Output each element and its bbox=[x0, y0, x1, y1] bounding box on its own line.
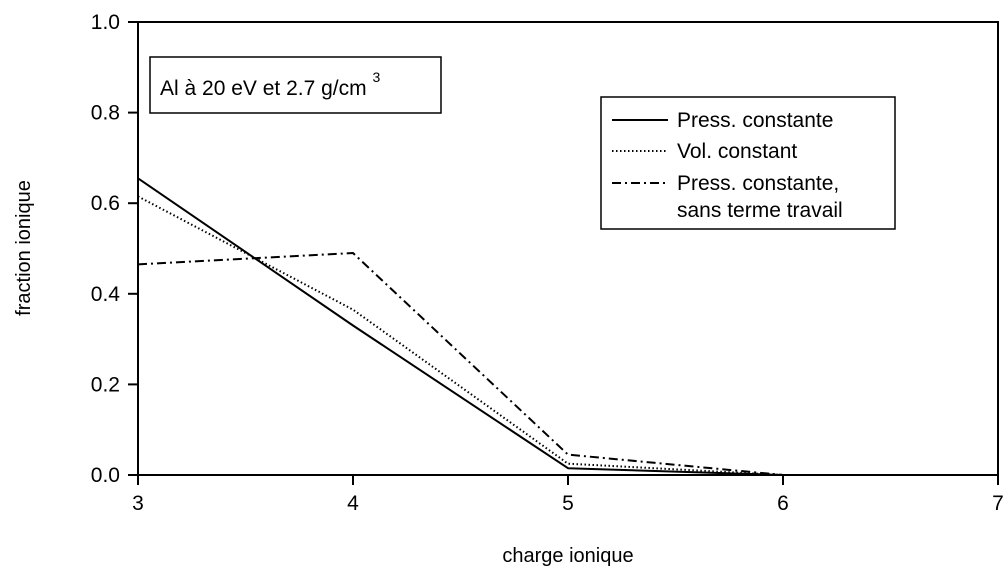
series-line-0 bbox=[137, 177, 998, 476]
x-tick-label-7: 7 bbox=[992, 492, 1004, 515]
legend: Press. constante Vol. constant Press. co… bbox=[600, 96, 896, 230]
y-tick-label-0.8: 0.8 bbox=[91, 102, 120, 125]
x-axis-title: charge ionique bbox=[502, 545, 633, 567]
y-tick-label-0.0: 0.0 bbox=[91, 464, 120, 487]
annotation-text: Al à 20 eV et 2.7 g/cm 3 bbox=[160, 69, 380, 100]
series-group bbox=[137, 177, 998, 476]
series-line-1 bbox=[137, 195, 998, 476]
legend-label-sans-travail-line2: sans terme travail bbox=[677, 199, 843, 222]
y-tick-label-0.2: 0.2 bbox=[91, 373, 120, 396]
x-tick-label-3: 3 bbox=[132, 492, 144, 515]
annotation: Al à 20 eV et 2.7 g/cm 3 bbox=[149, 56, 442, 114]
y-tick-label-0.4: 0.4 bbox=[91, 283, 121, 306]
annotation-main: Al à 20 eV et 2.7 g/cm bbox=[160, 77, 367, 100]
x-tick-label-5: 5 bbox=[562, 492, 574, 515]
legend-label-press-constante: Press. constante bbox=[677, 109, 833, 132]
y-tick-label-0.6: 0.6 bbox=[91, 192, 120, 215]
annotation-superscript: 3 bbox=[372, 69, 380, 85]
legend-label-sans-travail: Press. constante, bbox=[677, 172, 839, 195]
y-axis-title: fraction ionique bbox=[13, 180, 35, 316]
series-line-2 bbox=[137, 252, 998, 476]
x-tick-label-4: 4 bbox=[347, 492, 359, 515]
y-axis: 0.0 0.2 0.4 0.6 0.8 1.0 bbox=[91, 11, 138, 487]
y-tick-label-1.0: 1.0 bbox=[91, 11, 120, 34]
x-axis: 3 4 5 6 7 bbox=[132, 475, 1004, 515]
x-tick-label-6: 6 bbox=[777, 492, 789, 515]
annotation-box bbox=[149, 56, 442, 114]
legend-label-vol-constant: Vol. constant bbox=[677, 140, 797, 163]
